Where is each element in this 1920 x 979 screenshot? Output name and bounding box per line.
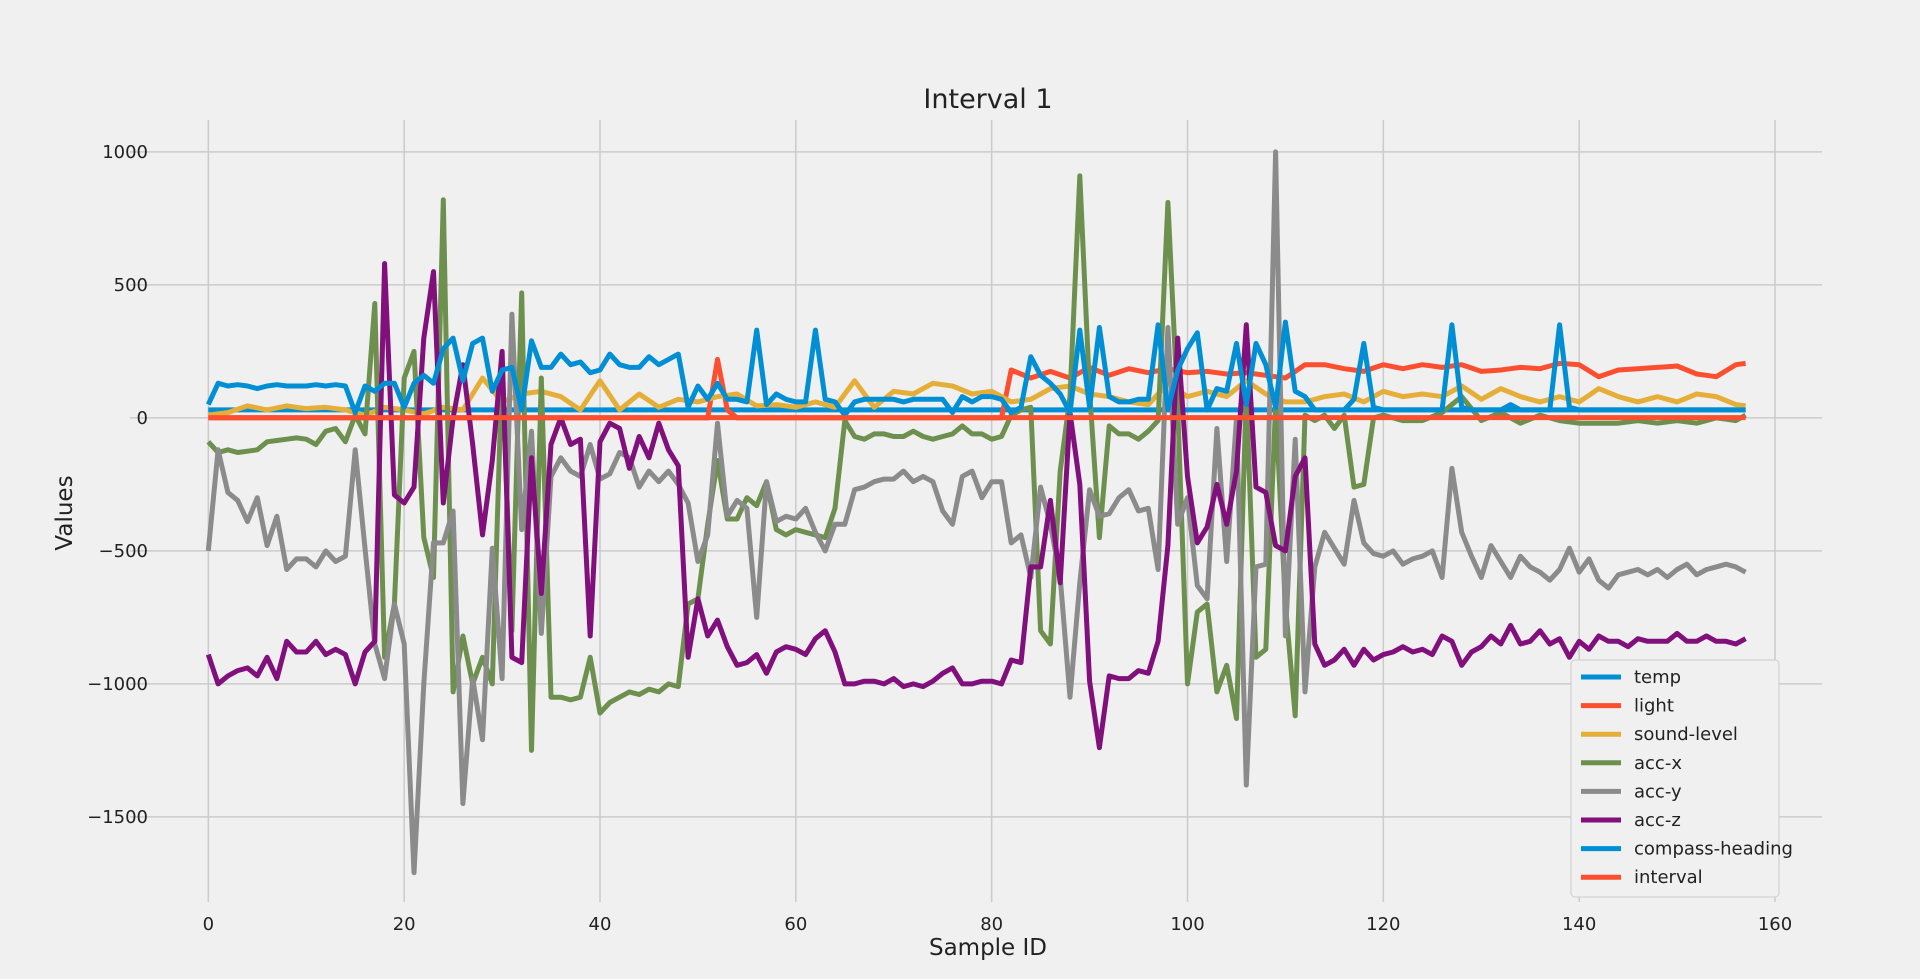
y-tick-label: 500: [114, 275, 148, 296]
x-tick-label: 120: [1366, 914, 1400, 935]
y-tick-label: −1000: [87, 674, 148, 695]
chart-title: Interval 1: [923, 84, 1052, 115]
series-line-compass-heading: [206, 319, 1746, 418]
x-tick-label: 0: [203, 914, 214, 935]
legend-label-acc-z: acc-z: [1634, 810, 1681, 831]
legend: temp light sound-level acc-x acc-y acc-z compa…: [1570, 659, 1793, 898]
legend-label-acc-y: acc-y: [1634, 781, 1682, 802]
legend-label-interval: interval: [1634, 867, 1703, 888]
y-axis-label: Values: [52, 475, 78, 550]
y-tick-label: −500: [99, 541, 148, 562]
series-line-acc-y: [205, 149, 1747, 876]
y-tick-label: −1500: [87, 807, 148, 828]
legend-label-light: light: [1634, 696, 1674, 717]
series-line-sound-level: [207, 375, 1746, 418]
legend-label-temp: temp: [1634, 667, 1681, 688]
legend-box: [1570, 659, 1780, 898]
x-tick-label: 80: [980, 914, 1003, 935]
x-tick-label: 160: [1758, 914, 1792, 935]
x-axis-ticks: 0 20 40 60 80 100 120 140 160: [203, 914, 1793, 935]
y-tick-label: 1000: [102, 142, 148, 163]
x-tick-label: 40: [589, 914, 612, 935]
x-tick-label: 20: [393, 914, 416, 935]
y-tick-label: 0: [137, 408, 148, 429]
grid: [130, 120, 1822, 902]
series-line-acc-x: [206, 173, 1747, 753]
x-tick-label: 100: [1170, 914, 1204, 935]
legend-label-acc-x: acc-x: [1634, 753, 1682, 774]
series-lines: [205, 149, 1747, 876]
legend-label-sound-level: sound-level: [1634, 724, 1738, 745]
x-tick-label: 60: [784, 914, 807, 935]
x-tick-label: 140: [1562, 914, 1596, 935]
legend-label-compass-heading: compass-heading: [1634, 839, 1793, 860]
x-axis-label: Sample ID: [929, 935, 1047, 961]
y-axis-ticks: 1000 500 0 −500 −1000 −1500: [87, 142, 148, 828]
